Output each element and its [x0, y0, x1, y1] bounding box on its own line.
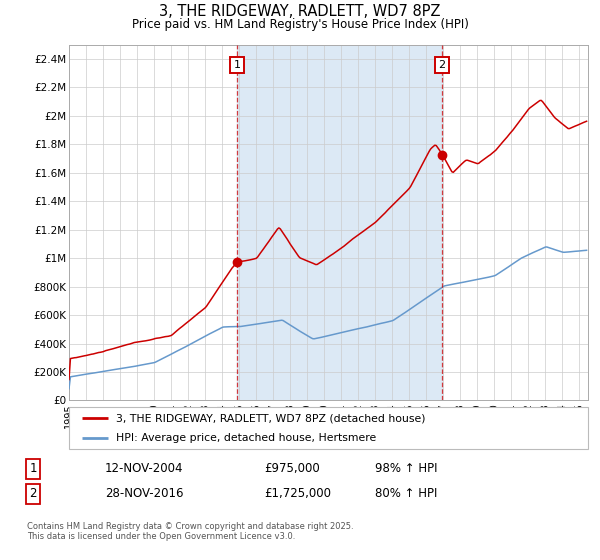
Text: 80% ↑ HPI: 80% ↑ HPI: [375, 487, 437, 501]
Text: 28-NOV-2016: 28-NOV-2016: [105, 487, 184, 501]
Text: Price paid vs. HM Land Registry's House Price Index (HPI): Price paid vs. HM Land Registry's House …: [131, 18, 469, 31]
Text: 1: 1: [29, 462, 37, 475]
Text: 98% ↑ HPI: 98% ↑ HPI: [375, 462, 437, 475]
Text: 3, THE RIDGEWAY, RADLETT, WD7 8PZ (detached house): 3, THE RIDGEWAY, RADLETT, WD7 8PZ (detac…: [116, 413, 425, 423]
Text: 1: 1: [233, 60, 241, 69]
Text: 2: 2: [29, 487, 37, 501]
Text: £1,725,000: £1,725,000: [264, 487, 331, 501]
Text: 3, THE RIDGEWAY, RADLETT, WD7 8PZ: 3, THE RIDGEWAY, RADLETT, WD7 8PZ: [159, 4, 441, 19]
Text: HPI: Average price, detached house, Hertsmere: HPI: Average price, detached house, Hert…: [116, 433, 376, 443]
Bar: [237, 45, 442, 400]
Text: 2: 2: [438, 60, 445, 69]
Text: 12-NOV-2004: 12-NOV-2004: [105, 462, 184, 475]
Text: £975,000: £975,000: [264, 462, 320, 475]
Text: Contains HM Land Registry data © Crown copyright and database right 2025.
This d: Contains HM Land Registry data © Crown c…: [27, 522, 353, 542]
